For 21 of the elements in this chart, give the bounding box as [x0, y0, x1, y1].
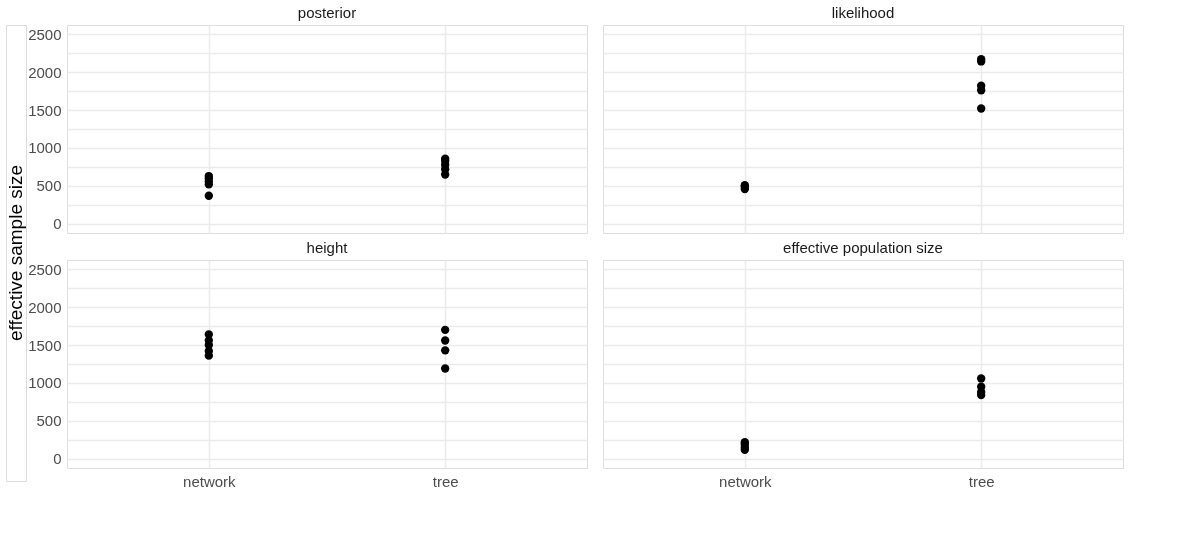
chart-title: height [306, 239, 349, 256]
y-axis-title: effective sample size [5, 164, 26, 342]
x-tick-label: network [183, 472, 237, 490]
y-tick-label: 1500 [28, 336, 62, 354]
y-tick-label: 500 [36, 177, 62, 195]
y-tick-label: 1000 [28, 374, 62, 392]
y-tick-label: 2500 [28, 25, 62, 43]
y-tick-label: 2000 [28, 298, 62, 316]
x-tick-label: tree [432, 472, 459, 490]
chart-title: likelihood [831, 4, 895, 21]
y-tick-label: 2000 [28, 63, 62, 81]
chart-title: effective population size [783, 239, 943, 256]
y-tick-label: 0 [53, 215, 62, 233]
chart-title: posterior [297, 4, 357, 21]
x-tick-label: network [719, 472, 773, 490]
y-tick-label: 2500 [28, 260, 62, 278]
x-tick-label: tree [968, 472, 995, 490]
y-tick-label: 1000 [28, 139, 62, 157]
y-tick-label: 500 [36, 412, 62, 430]
y-tick-label: 0 [53, 450, 62, 468]
y-tick-label: 1500 [28, 101, 62, 119]
